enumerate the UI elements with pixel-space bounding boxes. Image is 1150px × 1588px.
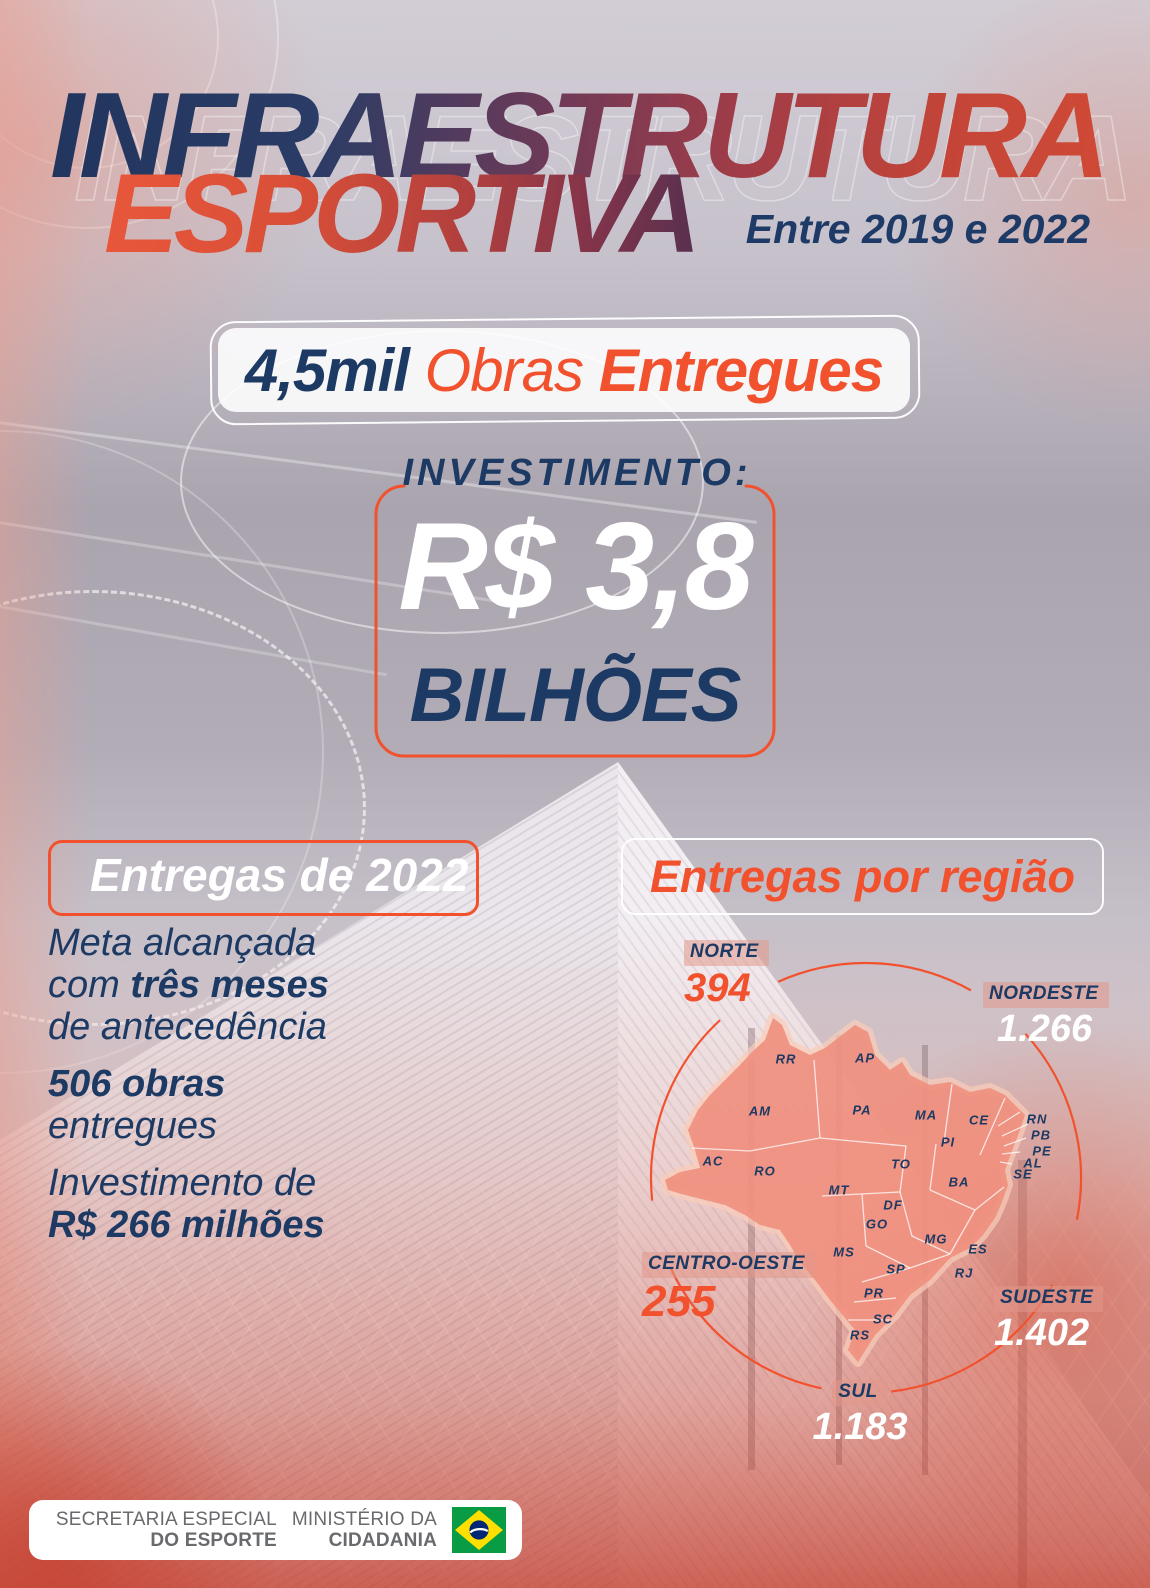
org-ministerio-line2: CIDADANIA (328, 1530, 437, 1551)
region-label-nordeste: NORDESTE 1.266 (983, 982, 1109, 1048)
investment-frame-border (374, 484, 776, 758)
footer-bar: SECRETARIA ESPECIAL DO ESPORTE MINISTÉRI… (29, 1500, 522, 1560)
goal-line2b: três meses (130, 964, 329, 1006)
state-label: TO (891, 1156, 911, 1172)
org-ministerio-line1: MINISTÉRIO DA (291, 1509, 437, 1530)
state-label: RN (1026, 1111, 1048, 1127)
state-label: PI (940, 1134, 956, 1150)
investment-unit: BILHÕES (409, 653, 742, 738)
goal-line3: de antecedência (48, 1006, 327, 1048)
state-label: RS (849, 1327, 871, 1343)
region-name: NORTE (684, 940, 769, 966)
state-label: MG (924, 1231, 948, 1247)
region-label-sudeste: SUDESTE 1.402 (994, 1286, 1104, 1354)
region-name: SUL (832, 1380, 888, 1406)
goal-line1: Meta alcançada (48, 922, 317, 964)
goal-line2a: com (48, 964, 131, 1006)
works-paragraph: 506 obras entregues (48, 1063, 468, 1147)
state-label: SC (872, 1311, 894, 1327)
region-label-centro-oeste: CENTRO-OESTE 255 (642, 1252, 815, 1324)
state-label: GO (865, 1216, 889, 1232)
org-secretaria-line2: DO ESPORTE (150, 1530, 277, 1551)
investment-frame (372, 452, 778, 765)
badge-value: 4,5mil (244, 336, 410, 404)
region-value: 1.266 (997, 1008, 1093, 1050)
goal-paragraph: Meta alcançada com três meses de anteced… (48, 922, 468, 1048)
state-label: MS (833, 1244, 855, 1260)
org-ministerio: MINISTÉRIO DA CIDADANIA (292, 1509, 437, 1551)
state-label: PA (852, 1102, 872, 1118)
region-name: SUDESTE (994, 1286, 1104, 1312)
deliveries-badge: 4,5mil Obras Entregues (218, 328, 910, 412)
works-count: 506 obras (48, 1063, 226, 1105)
works-word: entregues (48, 1105, 218, 1147)
main-title-line2: ESPORTIVA (104, 151, 701, 276)
regions-panel-frame: Entregas por região (621, 838, 1104, 915)
state-label: RR (775, 1051, 797, 1067)
deliveries-2022-heading: Entregas de 2022 (90, 849, 469, 901)
investment-line2: R$ 266 milhões (48, 1204, 325, 1246)
state-label: RO (754, 1163, 776, 1179)
state-label: PE (1032, 1143, 1052, 1159)
state-label: AP (854, 1050, 876, 1066)
badge-word-obras: Obras (408, 336, 599, 404)
state-label: SE (1013, 1166, 1033, 1182)
state-label: AL (1023, 1155, 1043, 1171)
main-title-line1: INFRAESTRUTURA (50, 67, 1110, 203)
region-value: 1.402 (994, 1312, 1090, 1354)
state-label: AM (748, 1103, 772, 1119)
deliveries-2022-frame (48, 840, 479, 916)
brazil-silhouette (660, 1013, 1030, 1367)
region-name: NORDESTE (983, 982, 1109, 1008)
state-label: MA (914, 1107, 938, 1123)
regions-panel-heading: Entregas por região (649, 850, 1076, 902)
state-label: MT (828, 1182, 850, 1198)
org-secretaria-line1: SECRETARIA ESPECIAL (55, 1509, 277, 1530)
deliveries-2022-text: Meta alcançada com três meses de anteced… (48, 922, 468, 1261)
investment-label: INVESTIMENTO: (402, 452, 752, 494)
org-secretaria: SECRETARIA ESPECIAL DO ESPORTE (56, 1509, 277, 1551)
investment-line1: Investimento de (48, 1162, 317, 1204)
state-label: AC (702, 1153, 724, 1169)
investment-paragraph: Investimento de R$ 266 milhões (48, 1162, 468, 1246)
state-label: CE (968, 1112, 990, 1128)
state-label: ES (968, 1241, 988, 1257)
region-value: 1.183 (812, 1406, 908, 1448)
region-label-sul: SUL 1.183 (800, 1380, 920, 1446)
region-value: 394 (684, 966, 751, 1010)
brazil-flag-icon (452, 1507, 506, 1553)
region-value: 255 (642, 1277, 716, 1326)
brazil-map: RR AP AM PA MA CE RN PB PE AL SE PI TO B… (600, 940, 1120, 1488)
state-label: RJ (954, 1265, 974, 1281)
state-label: PB (1030, 1127, 1052, 1143)
main-title-echo: INFRAESTRUTURA (73, 96, 1135, 220)
region-label-norte: NORTE 394 (684, 940, 769, 1008)
state-borders (691, 1059, 1029, 1321)
state-label: DF (883, 1197, 903, 1213)
region-name: CENTRO-OESTE (642, 1252, 815, 1278)
period-label: Entre 2019 e 2022 (745, 206, 1090, 252)
investment-value: R$ 3,8 (398, 498, 753, 636)
badge-word-entregues: Entregues (598, 336, 884, 404)
state-label: PR (863, 1285, 885, 1301)
state-label: BA (948, 1174, 970, 1190)
regions-circle (649, 961, 1083, 1395)
state-label: SP (886, 1261, 906, 1277)
